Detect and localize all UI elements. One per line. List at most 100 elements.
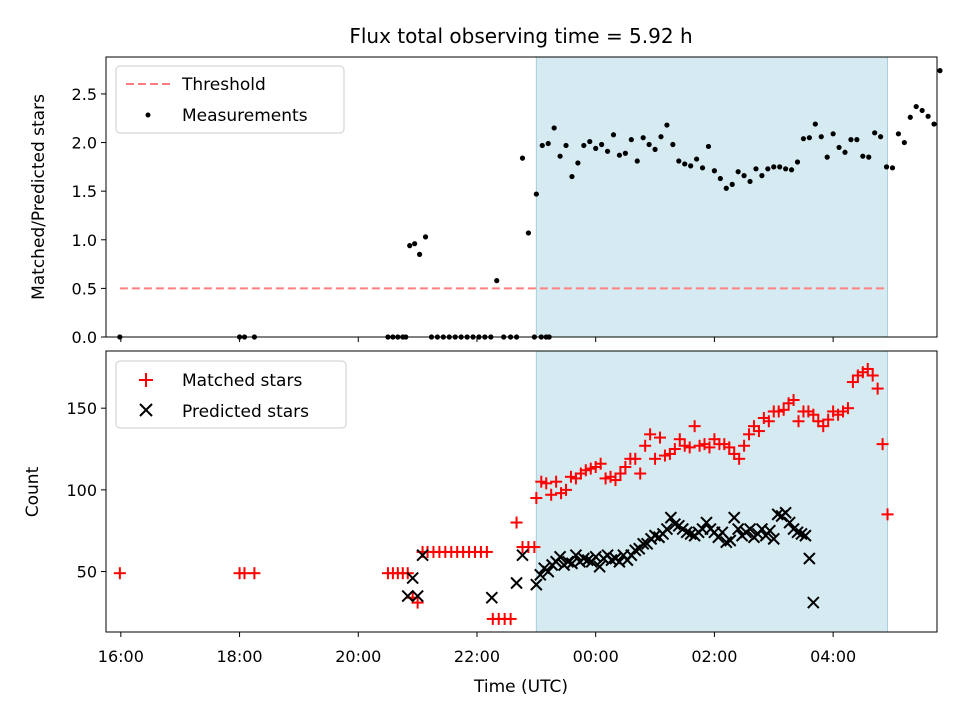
measurement-point — [848, 137, 854, 143]
bottom-y-tick-label: 50 — [77, 563, 97, 582]
matched-star-point — [688, 420, 701, 433]
top-y-tick-label: 2.5 — [72, 85, 97, 104]
measurement-point — [551, 125, 557, 131]
matched-star-point — [550, 475, 563, 488]
matched-star-point — [807, 408, 820, 421]
matched-star-point — [703, 441, 716, 454]
matched-star-point — [817, 420, 830, 433]
predicted-star-point — [542, 565, 555, 578]
measurement-point — [830, 131, 836, 137]
bottom-plot-frame — [105, 350, 938, 633]
matched-star-point — [528, 541, 541, 554]
measurement-point — [599, 141, 605, 148]
top-legend: Threshold Measurements — [115, 65, 345, 134]
matched-star-point — [634, 467, 647, 480]
measurement-point — [610, 132, 617, 138]
matched-star-point — [881, 508, 894, 521]
measurement-point — [563, 142, 569, 149]
measurement-point — [533, 191, 539, 197]
bottom-panel: 50 100 150 16:00 18:00 20:00 22:00 00:00 02:00 0… — [23, 350, 938, 697]
matched-star-point — [248, 567, 261, 580]
measurement-point — [494, 278, 500, 284]
bottom-observing-window — [535, 350, 889, 633]
measurement-point — [664, 122, 670, 128]
measurement-point — [842, 149, 848, 155]
measurement-point — [783, 166, 789, 172]
predicted-star-point — [668, 517, 682, 531]
measurement-point — [557, 153, 563, 159]
predicted-star-point — [510, 576, 523, 590]
measurement-point — [628, 137, 634, 143]
matched-star-point — [787, 394, 800, 407]
measurement-point — [741, 173, 747, 179]
measurement-point — [717, 175, 723, 182]
matched-star-point — [614, 467, 627, 480]
predicted-star-point — [763, 524, 777, 537]
measurement-point — [593, 145, 599, 151]
matched-star-point — [113, 567, 126, 580]
predicted-star-point — [577, 552, 591, 565]
matched-star-point — [639, 439, 652, 452]
legend-threshold-label: Threshold — [181, 75, 266, 95]
measurement-point — [824, 154, 830, 160]
measurement-point — [705, 143, 712, 150]
legend-predicted-swatch — [139, 403, 153, 417]
measurement-point — [422, 234, 429, 240]
predicted-star-point — [803, 552, 816, 565]
measurement-point — [640, 135, 646, 141]
measurement-point — [931, 121, 937, 127]
measurement-point — [818, 134, 824, 140]
matched-star-point — [792, 415, 805, 428]
measurement-point — [729, 181, 735, 187]
measurement-point — [860, 153, 866, 159]
measurement-point — [735, 169, 741, 175]
measurement-point — [699, 165, 706, 171]
measurement-point — [919, 107, 925, 114]
measurement-point — [694, 156, 700, 162]
x-axis-label: Time (UTC) — [473, 677, 568, 697]
top-y-axis-label: Matched/Predicted stars — [29, 94, 49, 300]
legend-measurements-swatch — [145, 112, 151, 118]
measurement-point — [682, 161, 688, 167]
predicted-star-point — [795, 527, 808, 541]
predicted-star-point — [783, 516, 796, 529]
chart-title: Flux total observing time = 5.92 h — [349, 24, 692, 48]
measurement-point — [688, 163, 694, 169]
predicted-star-point — [534, 568, 547, 582]
top-legend-box — [115, 65, 345, 134]
matched-star-point — [649, 452, 662, 465]
matched-star-point — [738, 439, 751, 452]
measurement-point — [913, 103, 919, 110]
matched-star-point — [654, 431, 666, 444]
bottom-y-tick-label: 100 — [66, 481, 97, 500]
matched-star-point — [822, 413, 835, 426]
matched-star-point — [668, 443, 681, 456]
measurement-point — [759, 173, 765, 179]
measurement-point — [794, 159, 801, 165]
measurement-point — [670, 141, 676, 148]
x-tick-label: 18:00 — [216, 647, 262, 666]
measurement-point — [652, 146, 658, 152]
legend-matched-label: Matched stars — [182, 371, 302, 391]
bottom-y-axis-label: Count — [23, 466, 43, 517]
measurement-point — [545, 140, 551, 147]
measurement-point — [634, 158, 640, 164]
matched-star-point — [480, 545, 493, 558]
matched-star-point — [846, 376, 859, 389]
x-tick-label: 00:00 — [573, 647, 619, 666]
measurement-point — [604, 148, 611, 154]
x-tick-label: 22:00 — [454, 647, 500, 666]
legend-matched-swatch — [139, 373, 153, 387]
measurement-point — [800, 136, 807, 142]
x-tick-label: 20:00 — [335, 647, 381, 666]
top-y-tick-label: 0.5 — [72, 279, 97, 298]
measurement-point — [907, 114, 913, 120]
measurement-point — [836, 144, 842, 151]
top-plot-frame — [105, 56, 938, 338]
predicted-star-point — [799, 529, 812, 542]
matched-star-point — [733, 452, 746, 465]
measurement-point — [872, 130, 878, 136]
measurement-point — [771, 164, 777, 170]
predicted-star-point — [700, 516, 713, 529]
matched-star-point — [777, 403, 790, 416]
